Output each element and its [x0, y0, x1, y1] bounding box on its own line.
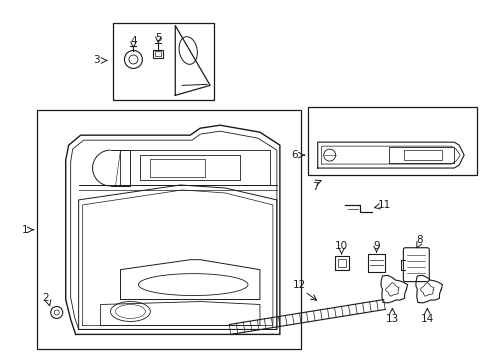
Text: 2: 2 — [42, 293, 49, 302]
Text: 10: 10 — [334, 241, 347, 251]
Text: 9: 9 — [372, 241, 379, 251]
Bar — [307, 107, 476, 175]
Text: 1: 1 — [21, 225, 28, 235]
Bar — [404, 150, 441, 160]
Bar — [150, 159, 205, 177]
Bar — [155, 51, 161, 57]
Bar — [112, 23, 214, 100]
Bar — [37, 110, 300, 349]
Text: 7: 7 — [312, 182, 318, 192]
Text: 11: 11 — [377, 200, 390, 210]
Text: 13: 13 — [385, 314, 398, 324]
Text: 6: 6 — [291, 150, 298, 160]
Text: 3: 3 — [93, 55, 100, 66]
Bar — [334, 256, 348, 270]
Text: 12: 12 — [293, 280, 306, 289]
FancyBboxPatch shape — [403, 248, 428, 282]
Text: 4: 4 — [130, 36, 137, 46]
Bar — [153, 50, 163, 58]
Text: 14: 14 — [420, 314, 433, 324]
Text: 8: 8 — [415, 235, 422, 245]
Bar — [337, 259, 345, 267]
Text: 5: 5 — [155, 32, 162, 42]
